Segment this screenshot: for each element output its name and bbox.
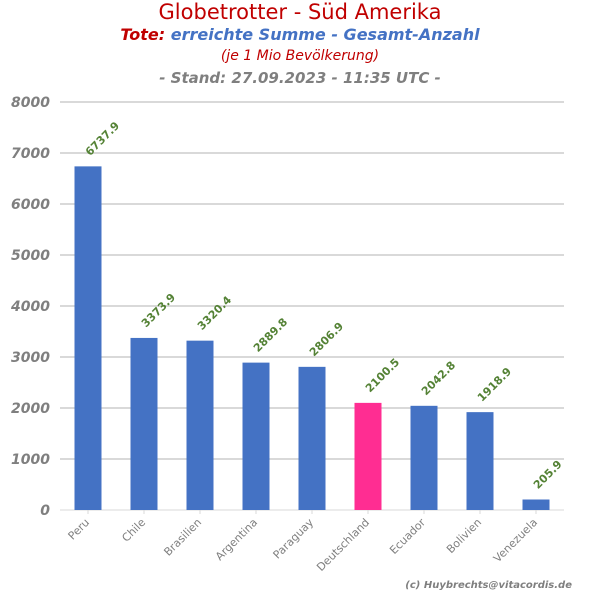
bar-paraguay — [298, 366, 326, 510]
y-tick-label: 6000 — [11, 197, 50, 213]
chart-title: Globetrotter - Süd Amerika — [158, 0, 442, 24]
x-tick-label: Chile — [119, 516, 148, 545]
bar-peru — [74, 166, 102, 510]
y-tick-label: 3000 — [11, 350, 50, 366]
x-tick-label: Deutschland — [314, 516, 372, 574]
y-tick-label: 1000 — [11, 452, 50, 468]
x-tick-label: Argentina — [213, 516, 260, 563]
y-tick-label: 2000 — [11, 401, 50, 417]
y-tick-label: 4000 — [10, 299, 50, 315]
value-label: 1918.9 — [475, 365, 514, 404]
bar-ecuador — [410, 405, 438, 510]
value-label: 3320.4 — [195, 293, 234, 332]
x-tick-label: Peru — [66, 516, 93, 543]
x-axis-ticks: Peru Chile Brasilien Argentina ParaguayDeuts… — [66, 510, 540, 574]
bar-chile — [130, 337, 158, 510]
credit-text: (c) Huybrechts@vitacordis.de — [405, 580, 572, 591]
chart-subtitle: Tote: erreichte Summe - Gesamt-Anzahl — [0, 25, 600, 44]
subtitle-prefix: Tote: — [120, 25, 166, 44]
y-tick-label: 5000 — [11, 248, 50, 264]
y-tick-label: 8000 — [11, 95, 50, 111]
x-tick-label: Ecuador — [387, 516, 428, 557]
bar-bolivien — [466, 412, 494, 510]
x-tick-label: Bolivien — [444, 516, 484, 556]
value-label: 2889.8 — [251, 316, 290, 355]
x-tick-label: Paraguay — [271, 516, 317, 562]
x-tick-label: Brasilien — [161, 516, 204, 559]
y-axis-ticks: 0 1000 2000 3000 4000 5000 6000 7000 8000 — [10, 95, 50, 519]
y-tick-label: 0 — [40, 503, 50, 519]
chart-subtitle-unit: (je 1 Mio Bevölkerung) — [220, 48, 380, 64]
value-label: 2806.9 — [307, 320, 346, 359]
value-label: 3373.9 — [139, 291, 178, 330]
subtitle-main: erreichte Summe - Gesamt-Anzahl — [170, 25, 480, 44]
value-label: 205.9 — [531, 458, 565, 492]
bar-venezuela — [522, 499, 550, 510]
value-label: 2100.5 — [363, 356, 402, 395]
value-label: 2042.8 — [419, 359, 458, 398]
bar-argentina — [242, 362, 270, 510]
bars — [74, 166, 550, 510]
bar-deutschland — [354, 402, 382, 510]
x-tick-label: Venezuela — [491, 516, 540, 565]
chart-subtitle-date: - Stand: 27.09.2023 - 11:35 UTC - — [159, 69, 441, 87]
bar-brasilien — [186, 340, 214, 510]
y-tick-label: 7000 — [11, 146, 50, 162]
